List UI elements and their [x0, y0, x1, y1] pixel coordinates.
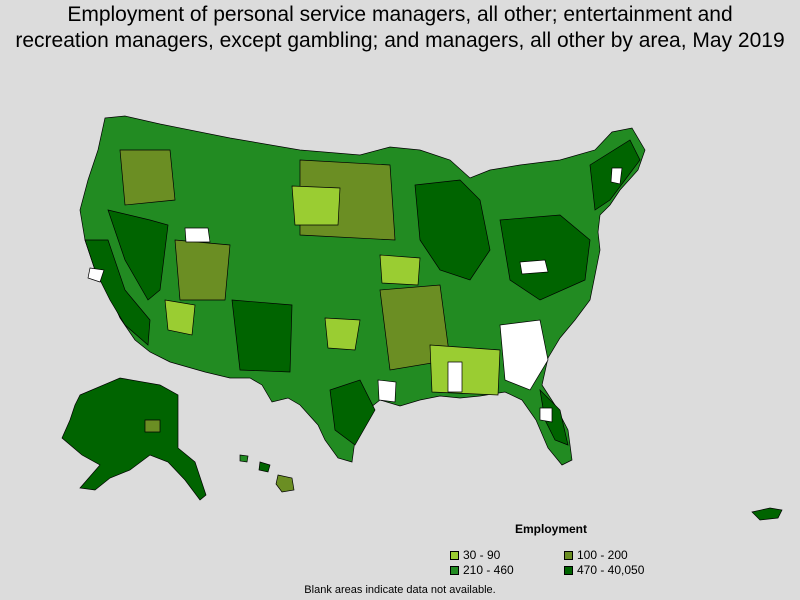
- legend-item-100-200: 100 - 200: [564, 548, 628, 562]
- blank-area-california: [87, 267, 105, 283]
- region-utah-olive: [174, 239, 231, 301]
- legend-item-30-90: 30 - 90: [450, 548, 501, 562]
- legend-swatch: [450, 550, 459, 560]
- region-texas-gulf: [329, 379, 376, 446]
- region-midwest: [414, 179, 491, 281]
- hawaii-big-island: [275, 474, 295, 493]
- legend-swatch: [564, 550, 573, 560]
- hawaii-maui: [258, 461, 271, 473]
- legend-swatch: [564, 565, 573, 575]
- region-oklahoma-light: [324, 317, 361, 351]
- legend-item-470-40050: 470 - 40,050: [564, 563, 645, 577]
- region-northwest-olive: [119, 149, 176, 206]
- region-dakotas-light: [291, 185, 341, 226]
- blank-area-mississippi: [447, 361, 463, 393]
- region-nevada: [107, 209, 169, 301]
- blank-area-new-england: [610, 167, 623, 185]
- blank-area-wyoming: [184, 227, 211, 243]
- region-arizona-light: [164, 299, 196, 336]
- legend-item-210-460: 210 - 460: [450, 563, 514, 577]
- alaska-shape: [61, 377, 207, 501]
- alaska-olive-patch: [144, 419, 161, 433]
- blank-area-southeast: [499, 319, 549, 391]
- blank-area-florida: [539, 407, 553, 423]
- region-new-mexico: [231, 299, 293, 373]
- hawaii: [239, 454, 295, 493]
- alaska: [61, 377, 207, 501]
- map-title: Employment of personal service managers,…: [0, 2, 800, 54]
- legend-label: 30 - 90: [463, 548, 501, 562]
- legend-swatch: [450, 565, 459, 575]
- legend-label: 470 - 40,050: [577, 563, 645, 577]
- title-line-1: Employment of personal service managers,…: [67, 3, 733, 26]
- region-south-light: [429, 344, 501, 396]
- legend-label: 210 - 460: [463, 563, 514, 577]
- puerto-rico: [751, 507, 783, 521]
- hawaii-oahu: [239, 454, 249, 463]
- region-kansas-light: [379, 254, 421, 286]
- contiguous-us: [79, 115, 646, 466]
- legend-title: Employment: [515, 522, 588, 536]
- title-line-2: recreation managers, except gambling; an…: [15, 29, 785, 52]
- blank-area-texas: [377, 379, 397, 403]
- legend-label: 100 - 200: [577, 548, 628, 562]
- blank-area-kentucky: [519, 259, 549, 275]
- us-mainland-shape: [79, 115, 646, 466]
- footnote: Blank areas indicate data not available.: [304, 584, 496, 596]
- region-east: [499, 214, 591, 301]
